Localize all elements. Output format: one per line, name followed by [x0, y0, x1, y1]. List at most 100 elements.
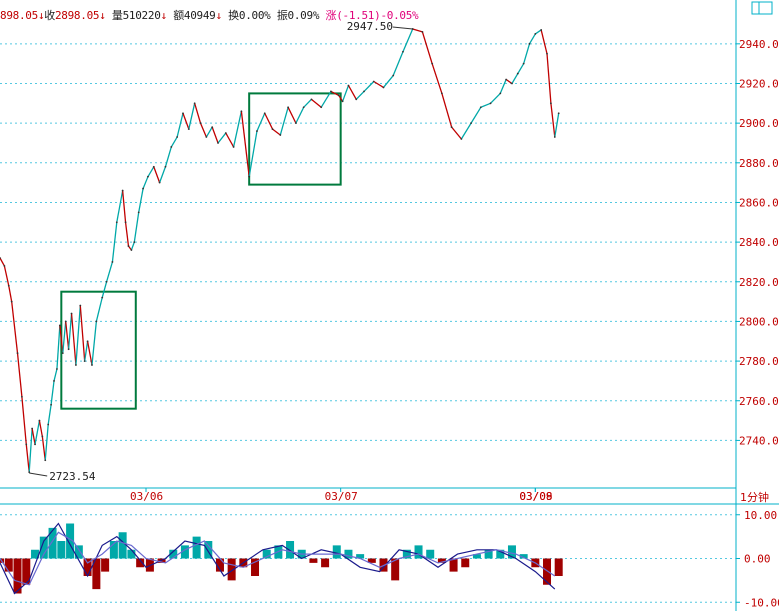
price-segment: [528, 33, 536, 45]
price-segment: [205, 126, 213, 138]
price-tick-label: 2840.00: [739, 236, 779, 249]
price-segment: [342, 85, 350, 102]
price-point: [470, 122, 472, 125]
price-tick-label: 2940.00: [739, 38, 779, 51]
price-segment: [56, 325, 61, 370]
price-axis: 2740.00 2760.00 2780.00 2800.00 2820.00 2840.…: [735, 0, 779, 611]
change-value: (-1.51)-0.05%: [336, 9, 419, 22]
price-segment: [67, 313, 73, 350]
price-segment: [164, 146, 172, 167]
price-segment: [540, 29, 548, 54]
macd-bar: [83, 558, 92, 576]
price-point: [279, 134, 282, 136]
high-label: 2947.50: [347, 20, 393, 33]
price-point: [540, 29, 543, 31]
price-segment: [392, 51, 404, 76]
price-segment: [16, 353, 23, 397]
price-segment: [95, 297, 103, 322]
down-arrow-icon: ↓: [160, 9, 168, 22]
price-point: [133, 241, 136, 244]
price-point: [516, 72, 519, 75]
price-point: [528, 42, 531, 45]
price-segment: [412, 28, 423, 33]
close-label: 收: [44, 9, 55, 22]
price-point: [91, 364, 93, 366]
price-segment: [546, 53, 552, 104]
quote-info-bar: 898.05↓收2898.05↓ 量510220↓ 额40949↓ 换0.00%…: [0, 7, 419, 22]
macd-bar: [169, 549, 178, 559]
macd-bar: [4, 558, 13, 572]
price-point: [67, 348, 70, 351]
price-point: [105, 280, 108, 283]
price-segment: [311, 98, 322, 108]
close-value-2: 2898.05: [54, 9, 100, 22]
price-segment: [402, 28, 414, 53]
price-tick-label: 2820.00: [739, 276, 779, 289]
price-point: [31, 427, 34, 430]
price-point: [58, 324, 61, 327]
price-segment: [421, 31, 433, 64]
price-point: [511, 82, 513, 85]
price-point: [137, 211, 140, 214]
price-segment: [554, 113, 560, 138]
price-segment: [8, 285, 13, 302]
price-point: [320, 106, 323, 109]
price-point: [355, 98, 358, 101]
macd-bar: [519, 554, 528, 559]
macd-bar: [321, 558, 330, 568]
macd-bar: [227, 558, 236, 581]
price-segment: [505, 78, 513, 85]
price-point: [95, 320, 98, 323]
price-point: [38, 419, 41, 422]
macd-bar: [31, 549, 40, 559]
price-tick-label: 2920.00: [739, 77, 779, 90]
price-point: [101, 296, 104, 299]
price-point: [0, 257, 1, 259]
price-tick-label: 2880.00: [739, 157, 779, 170]
price-segment: [194, 103, 202, 124]
price-point: [121, 189, 124, 192]
price-point: [372, 80, 375, 83]
price-segment: [303, 98, 312, 108]
price-segment: [499, 79, 507, 94]
price-segment: [256, 112, 266, 132]
price-segment: [240, 111, 250, 177]
price-segment: [62, 321, 67, 354]
macd-bar: [484, 549, 493, 559]
macd-bar: [57, 541, 66, 559]
price-point: [347, 84, 350, 87]
macd-tick-label: -10.00: [744, 596, 779, 609]
price-tick-label: 2860.00: [739, 196, 779, 209]
chart-corner-icon[interactable]: [751, 1, 773, 15]
macd-bar: [472, 554, 481, 559]
price-point: [28, 471, 31, 474]
price-point: [64, 320, 67, 323]
price-line: [0, 28, 560, 474]
price-segment: [441, 93, 453, 128]
price-point: [41, 435, 44, 438]
price-point: [61, 352, 64, 355]
macd-bar: [74, 545, 83, 559]
down-arrow-icon: ↓: [215, 9, 223, 22]
price-segment: [91, 321, 98, 366]
price-point: [337, 94, 340, 97]
price-segment: [65, 321, 70, 350]
price-point: [21, 395, 23, 398]
volume-value: 510220: [122, 9, 161, 22]
price-point: [147, 175, 149, 178]
price-point: [152, 165, 155, 168]
price-segment: [50, 380, 55, 405]
macd-bar: [507, 545, 516, 559]
price-point: [450, 126, 453, 129]
price-segment: [75, 305, 81, 366]
price-point: [158, 181, 161, 184]
volume-label: 量: [111, 9, 123, 22]
price-segment: [111, 222, 118, 263]
price-point: [240, 110, 243, 113]
turnover-label: 换: [228, 9, 239, 22]
price-point: [499, 92, 502, 95]
price-segment: [248, 130, 258, 177]
macd-bar: [543, 558, 552, 585]
down-arrow-icon: ↓: [99, 9, 106, 22]
